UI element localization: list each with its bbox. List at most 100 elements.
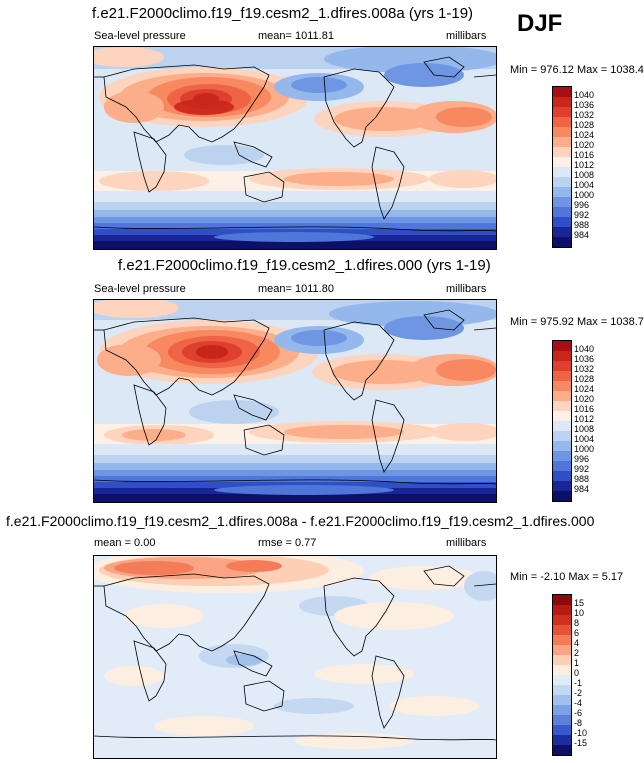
panel-1-tick: 1012	[574, 160, 595, 170]
panel-1-tick: 1028	[574, 120, 595, 130]
panel-3-swatch	[553, 695, 571, 705]
panel-1-tick: 1032	[574, 110, 595, 120]
panel-2-swatch	[553, 401, 571, 411]
season-label: DJF	[517, 10, 563, 37]
panel-1-swatch	[553, 187, 571, 197]
panel-3-swatch	[553, 685, 571, 695]
panel-2-tick: 1016	[574, 404, 595, 414]
panel-3-colorbar-swatches	[552, 594, 572, 756]
panel-2-colorbar-swatches	[552, 340, 572, 502]
panel-2-tick: 984	[574, 484, 590, 494]
panel-1-swatch	[553, 237, 571, 247]
panel-1-swatch	[553, 127, 571, 137]
panel-1-map	[93, 46, 497, 250]
panel-3-swatch	[553, 595, 571, 605]
panel-1-swatch	[553, 167, 571, 177]
panel-2-map	[93, 299, 497, 503]
panel-2-tick: 1028	[574, 374, 595, 384]
panel-1-swatch	[553, 157, 571, 167]
panel-3-tick: 1	[574, 658, 580, 668]
panel-1-tick: 1024	[574, 130, 595, 140]
panel-3-tick: -4	[574, 698, 583, 708]
panel-3-swatch	[553, 655, 571, 665]
panel-1-swatch	[553, 207, 571, 217]
panel-1-coastlines	[94, 56, 496, 232]
panel-3-swatch	[553, 745, 571, 755]
panel-3-map	[93, 555, 497, 759]
panel-3-swatch	[553, 605, 571, 615]
panel-1-swatch	[553, 197, 571, 207]
panel-3-swatch	[553, 705, 571, 715]
panel-3-tick: 8	[574, 618, 580, 628]
panel-2-swatch	[553, 471, 571, 481]
panel-1-tick: 1040	[574, 90, 595, 100]
panel-3-swatch	[553, 675, 571, 685]
panel-1-swatch	[553, 87, 571, 97]
panel-2-tick: 996	[574, 454, 590, 464]
panel-2-tick: 1008	[574, 424, 595, 434]
panel-1-tick: 988	[574, 220, 590, 230]
panel-3-tick: -1	[574, 678, 583, 688]
panel-2-tick: 1004	[574, 434, 595, 444]
panel-3-tick: 6	[574, 628, 580, 638]
panel-3-tick: 0	[574, 668, 580, 678]
panel-1-tick: 1020	[574, 140, 595, 150]
panel-3-tick: -2	[574, 688, 583, 698]
panel-3-field	[94, 556, 496, 758]
panel-1-swatch	[553, 177, 571, 187]
panel-2-field	[94, 300, 496, 502]
panel-1-tick: 992	[574, 210, 590, 220]
panel-2-swatch	[553, 421, 571, 431]
panel-1-swatch	[553, 97, 571, 107]
panel-1-tick: 996	[574, 200, 590, 210]
panel-3-tick: 2	[574, 648, 580, 658]
panel-2-minmax: Min = 975.92 Max = 1038.73	[510, 316, 644, 328]
panel-1-swatch	[553, 117, 571, 127]
panel-3-swatch	[553, 615, 571, 625]
panel-3-title: f.e21.F2000climo.f19_f19.cesm2_1.dfires.…	[6, 513, 595, 529]
panel-2-swatch	[553, 341, 571, 351]
panel-1-minmax: Min = 976.12 Max = 1038.42	[510, 64, 644, 76]
panel-1-tick: 1036	[574, 100, 595, 110]
panel-3-mean-label: mean = 0.00	[94, 537, 156, 549]
panel-3-tick: 15	[574, 598, 585, 608]
panel-2-tick: 988	[574, 474, 590, 484]
panel-2-swatch	[553, 371, 571, 381]
panel-3-swatch	[553, 645, 571, 655]
panel-3-swatch	[553, 715, 571, 725]
panel-1-tick: 1016	[574, 150, 595, 160]
panel-2-tick: 1036	[574, 354, 595, 364]
panel-2-swatch	[553, 381, 571, 391]
panel-2-swatch	[553, 491, 571, 501]
panel-3-minmax: Min = -2.10 Max = 5.17	[510, 571, 624, 583]
panel-2-tick: 992	[574, 464, 590, 474]
panel-2-title: f.e21.F2000climo.f19_f19.cesm2_1.dfires.…	[118, 257, 491, 274]
panel-3-swatch	[553, 725, 571, 735]
panel-2-swatch	[553, 451, 571, 461]
panel-3-swatch	[553, 735, 571, 745]
panel-1-tick: 1004	[574, 180, 595, 190]
panel-1-tick: 1008	[574, 170, 595, 180]
panel-1-swatch	[553, 147, 571, 157]
panel-2-swatch	[553, 481, 571, 491]
panel-2-swatch	[553, 391, 571, 401]
panel-2-mean-label: mean= 1011.80	[258, 283, 334, 295]
panel-2-swatch	[553, 411, 571, 421]
panel-2-tick: 1032	[574, 364, 595, 374]
panel-2-tick: 1040	[574, 344, 595, 354]
panel-2-tick: 1012	[574, 414, 595, 424]
panel-1-units: millibars	[446, 30, 487, 42]
panel-1-mean-label: mean= 1011.81	[258, 30, 334, 42]
panel-3-swatch	[553, 665, 571, 675]
panel-1-variable-label: Sea-level pressure	[94, 30, 186, 42]
panel-2-swatch	[553, 441, 571, 451]
panel-3-tick: -8	[574, 718, 583, 728]
panel-1-colorbar-swatches	[552, 86, 572, 248]
panel-2-swatch	[553, 351, 571, 361]
panel-1-tick: 984	[574, 230, 590, 240]
panel-3-tick: -15	[574, 738, 588, 748]
panel-1-field	[94, 47, 496, 249]
panel-2-variable-label: Sea-level pressure	[94, 283, 186, 295]
panel-3-units: millibars	[446, 537, 487, 549]
panel-1-swatch	[553, 137, 571, 147]
